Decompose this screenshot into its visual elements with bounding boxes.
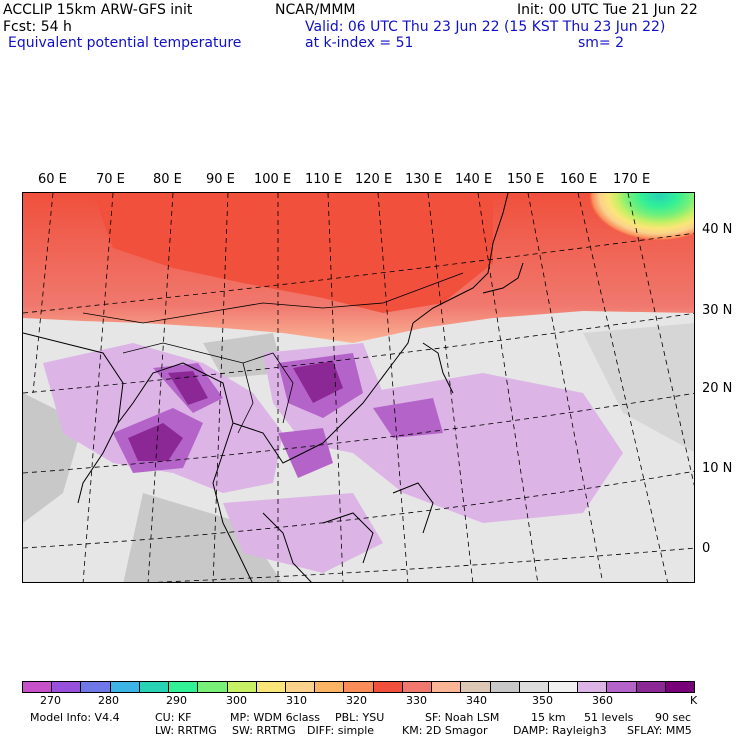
warm-core <box>93 193 493 313</box>
colorbar-tick: 270 <box>40 694 61 707</box>
colorbar-swatch <box>81 682 111 692</box>
colorbar-swatch <box>256 682 286 692</box>
model-info-cu: CU: KF <box>155 711 192 724</box>
gray-patches <box>583 323 694 452</box>
colorbar-unit: K <box>690 694 698 707</box>
colorbar-swatch <box>432 682 462 692</box>
lon-label: 130 E <box>405 172 443 187</box>
lon-label: 170 E <box>613 172 651 187</box>
theta-e-map <box>22 192 695 583</box>
colorbar-swatch <box>315 682 345 692</box>
colorbar-tick: 280 <box>98 694 119 707</box>
lon-label: 100 E <box>254 172 292 187</box>
center-label: NCAR/MMM <box>275 2 356 18</box>
medium-purple-region <box>278 428 333 478</box>
field-name: Equivalent potential temperature <box>8 35 242 51</box>
colorbar-swatch <box>636 682 666 692</box>
colorbar-swatch <box>344 682 374 692</box>
colorbar-tick: 300 <box>226 694 247 707</box>
lon-label: 80 E <box>153 172 182 187</box>
smoothing-label: sm= 2 <box>578 35 625 51</box>
colorbar-swatch <box>23 682 53 692</box>
colorbar-tick: 350 <box>532 694 553 707</box>
cold-pool <box>493 193 694 323</box>
colorbar-swatch <box>607 682 637 692</box>
colorbar-swatch <box>110 682 140 692</box>
colorbar-swatch <box>373 682 403 692</box>
gray-patches <box>203 333 283 378</box>
model-info-damp: DAMP: Rayleigh3 <box>513 724 607 737</box>
colorbar-swatch <box>519 682 549 692</box>
colorbar-swatch <box>139 682 170 692</box>
model-info-lw: LW: RRTMG <box>155 724 217 737</box>
model-info-sw: SW: RRTMG <box>232 724 296 737</box>
colorbar-swatch <box>402 682 433 692</box>
lat-label: 20 N <box>702 381 733 396</box>
dark-purple-core <box>128 423 183 461</box>
lon-label: 150 E <box>507 172 545 187</box>
colorbar-swatch <box>461 682 491 692</box>
dark-purple-core <box>168 371 208 405</box>
colorbar-tick: 310 <box>286 694 307 707</box>
map-field-svg <box>23 193 694 582</box>
colorbar-swatch <box>490 682 520 692</box>
model-info-sflay: SFLAY: MM5 <box>627 724 692 737</box>
colorbar <box>22 681 695 693</box>
model-info-levels: 51 levels <box>584 711 634 724</box>
model-info-version: Model Info: V4.4 <box>30 711 120 724</box>
colorbar-swatch <box>665 682 695 692</box>
lon-label: 110 E <box>305 172 343 187</box>
colorbar-tick: 360 <box>592 694 613 707</box>
model-info-mp: MP: WDM 6class <box>230 711 320 724</box>
colorbar-tick: 320 <box>346 694 367 707</box>
lon-label: 70 E <box>96 172 125 187</box>
graticule <box>23 193 694 582</box>
init-time: Init: 00 UTC Tue 21 Jun 22 <box>517 2 698 18</box>
model-info-pbl: PBL: YSU <box>335 711 385 724</box>
colorbar-tick: 330 <box>406 694 427 707</box>
colorbar-swatch <box>52 682 82 692</box>
lon-label: 120 E <box>355 172 393 187</box>
colorbar-tick: 340 <box>466 694 487 707</box>
country-borders <box>82 272 464 434</box>
valid-time: Valid: 06 UTC Thu 23 Jun 22 (15 KST Thu … <box>305 19 666 35</box>
model-info-sf: SF: Noah LSM <box>425 711 500 724</box>
lat-label: 40 N <box>702 222 733 237</box>
level-label: at k-index = 51 <box>305 35 414 51</box>
lon-label: 140 E <box>455 172 493 187</box>
forecast-hour: Fcst: 54 h <box>3 19 72 35</box>
colorbar-swatch <box>578 682 608 692</box>
model-info-timestep: 90 sec <box>655 711 692 724</box>
lon-label: 60 E <box>38 172 67 187</box>
medium-purple-region <box>373 398 443 438</box>
lon-label: 160 E <box>560 172 598 187</box>
model-info-res: 15 km <box>531 711 566 724</box>
colorbar-swatch <box>169 682 199 692</box>
lat-label: 30 N <box>702 303 733 318</box>
model-info-diff: DIFF: simple <box>307 724 375 737</box>
coastlines <box>23 193 524 582</box>
colorbar-swatch <box>198 682 228 692</box>
gray-patches <box>123 493 282 582</box>
lat-label: 10 N <box>702 461 733 476</box>
model-title: ACCLIP 15km ARW-GFS init <box>3 2 193 18</box>
colorbar-swatch <box>285 682 316 692</box>
lon-label: 90 E <box>206 172 235 187</box>
dark-purple-core <box>293 361 343 403</box>
lat-label: 0 <box>702 541 711 556</box>
colorbar-swatch <box>227 682 257 692</box>
colorbar-swatch <box>548 682 579 692</box>
colorbar-tick: 290 <box>166 694 187 707</box>
model-info-km: KM: 2D Smagor <box>402 724 488 737</box>
